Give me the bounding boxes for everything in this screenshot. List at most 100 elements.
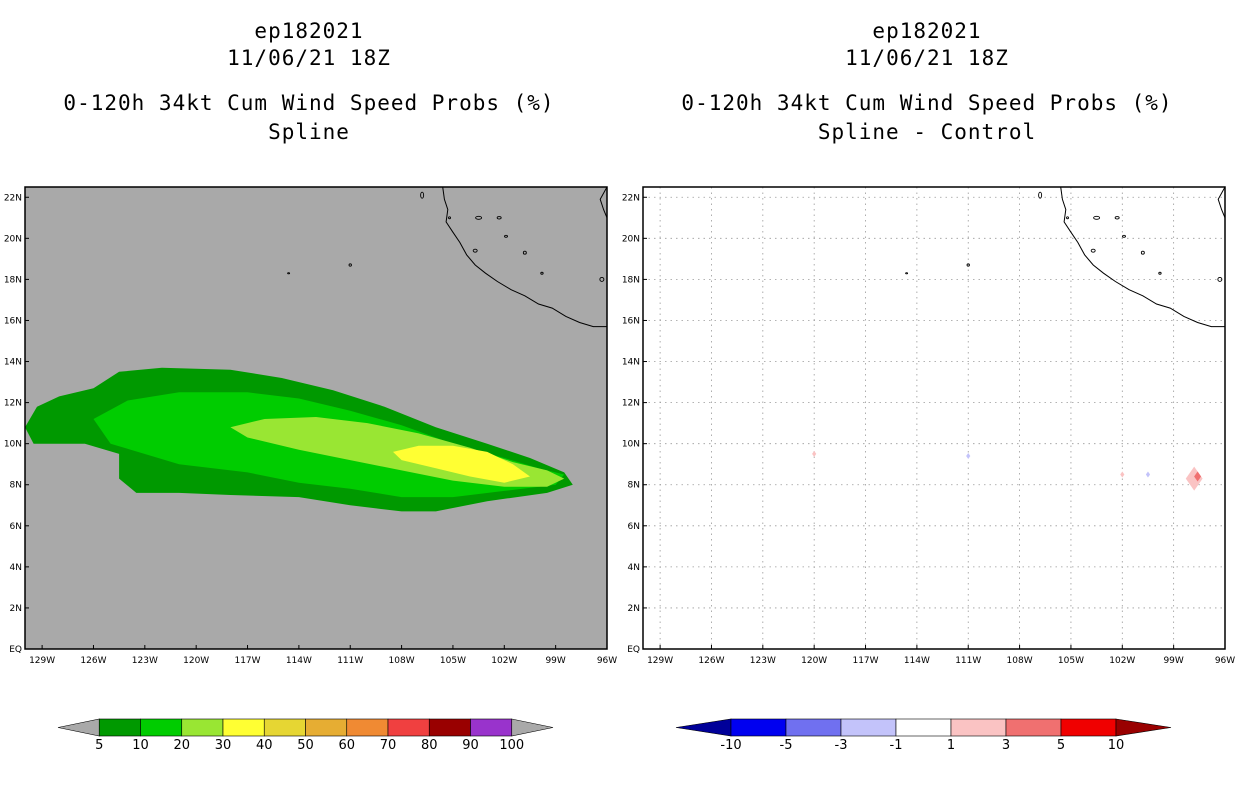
y-tick-label: 14N (622, 358, 640, 368)
colorbar-box (140, 718, 183, 737)
y-tick-label: 6N (10, 522, 22, 532)
y-tick-label: 18N (622, 275, 640, 285)
colorbar-label: 60 (338, 738, 355, 753)
colorbar-under-triangle (57, 718, 100, 737)
island-outline (1114, 216, 1120, 220)
x-tick-label: 108W (389, 656, 415, 666)
colorbar-box (1005, 718, 1062, 737)
y-tick-label: 12N (4, 399, 22, 409)
y-tick-label: EQ (627, 645, 640, 655)
difference-spot (966, 452, 971, 459)
island-outline (348, 263, 352, 267)
colorbar-box (181, 718, 224, 737)
left-product: 0-120h 34kt Cum Wind Speed Probs (%) (63, 91, 555, 115)
y-tick-label: 16N (622, 316, 640, 326)
spline-minus-control-map: 129W 126W 123W 120W 117W 114W 111W 108W 105W 102W… (622, 186, 1235, 666)
colorbar-box (895, 718, 952, 737)
x-tick-label: 114W (904, 656, 930, 666)
island-outline (1038, 191, 1043, 199)
colorbar-box (470, 718, 513, 737)
y-tick-label: 10N (622, 440, 640, 450)
colorbar-box (263, 718, 306, 737)
x-tick-label: 120W (183, 656, 209, 666)
probability-colorbar: 5 10 20 30 40 50 60 70 80 90 100 (57, 718, 554, 753)
island-outline (1158, 271, 1162, 275)
colorbar-box (222, 718, 265, 737)
right-storm-id: ep182021 (872, 19, 982, 43)
colorbar-label: -3 (835, 738, 848, 753)
colorbar-label: 80 (421, 738, 438, 753)
y-tick-label: 8N (10, 481, 22, 491)
x-tick-label: 123W (750, 656, 776, 666)
island-outline (287, 272, 291, 275)
x-tick-label: 126W (698, 656, 724, 666)
y-tick-label: 18N (4, 275, 22, 285)
left-method: Spline (268, 120, 350, 144)
colorbar-label: 30 (215, 738, 232, 753)
colorbar-box (428, 718, 471, 737)
island-outline (1090, 248, 1096, 253)
island-outline (1217, 276, 1223, 282)
colorbar-box (785, 718, 842, 737)
colorbar-box (730, 718, 787, 737)
map-background (643, 187, 1225, 649)
x-tick-label: 117W (852, 656, 878, 666)
y-tick-label: 22N (622, 193, 640, 203)
x-tick-label: 108W (1007, 656, 1033, 666)
left-date: 11/06/21 18Z (227, 46, 391, 70)
colorbar-label: 40 (256, 738, 273, 753)
difference-colorbar: -10 -5 -3 -1 1 3 5 10 (675, 718, 1172, 753)
y-tick-label: 22N (4, 193, 22, 203)
x-tick-label: 126W (80, 656, 106, 666)
colorbar-label: 50 (297, 738, 314, 753)
colorbar-box (387, 718, 430, 737)
contour-30-percent (393, 445, 530, 483)
colorbar-label: 10 (132, 738, 149, 753)
colorbar-over-triangle (1115, 718, 1172, 737)
colorbar-label: 5 (1057, 738, 1065, 753)
colorbar-box (950, 718, 1007, 737)
colorbar-box (1060, 718, 1117, 737)
island-outline (475, 215, 483, 220)
colorbar-label: 3 (1002, 738, 1010, 753)
colorbar-box (840, 718, 897, 737)
x-tick-label: 99W (1163, 656, 1183, 666)
island-outline (1122, 234, 1126, 238)
island-outline (966, 263, 970, 267)
difference-spot (1120, 471, 1125, 478)
right-title-block: ep182021 11/06/21 18Z 0-120h 34kt Cum Wi… (618, 18, 1236, 147)
colorbar-label: 90 (462, 738, 479, 753)
right-date: 11/06/21 18Z (845, 46, 1009, 70)
x-tick-label: 111W (337, 656, 363, 666)
colorbar-box (305, 718, 348, 737)
island-outline (1066, 216, 1069, 220)
colorbar-label: 10 (1108, 738, 1125, 753)
island-outline (905, 272, 909, 275)
difference-spot (1185, 466, 1203, 491)
x-tick-label: 114W (286, 656, 312, 666)
x-tick-label: 117W (234, 656, 260, 666)
island-outline (420, 191, 425, 199)
island-outline (599, 276, 605, 282)
island-outline (1140, 250, 1145, 255)
difference-spot (1145, 471, 1151, 478)
x-tick-label: 120W (801, 656, 827, 666)
coastline (1060, 186, 1225, 328)
coastline-north (1217, 186, 1226, 218)
x-tick-label: 102W (1109, 656, 1135, 666)
plot-frame (642, 186, 1226, 650)
coastline-north (599, 186, 608, 218)
x-tick-label: 99W (545, 656, 565, 666)
y-tick-label: 16N (4, 316, 22, 326)
y-tick-label: 12N (622, 399, 640, 409)
x-tick-label: 96W (1215, 656, 1235, 666)
colorbar-label: -1 (890, 738, 903, 753)
colorbar-over-triangle (511, 718, 554, 737)
y-tick-label: 20N (622, 234, 640, 244)
x-tick-label: 129W (647, 656, 673, 666)
x-tick-label: 105W (440, 656, 466, 666)
x-tick-label: 96W (597, 656, 617, 666)
colorbar-label: -5 (780, 738, 793, 753)
plot-frame (24, 186, 608, 650)
colorbar-label: 1 (947, 738, 955, 753)
